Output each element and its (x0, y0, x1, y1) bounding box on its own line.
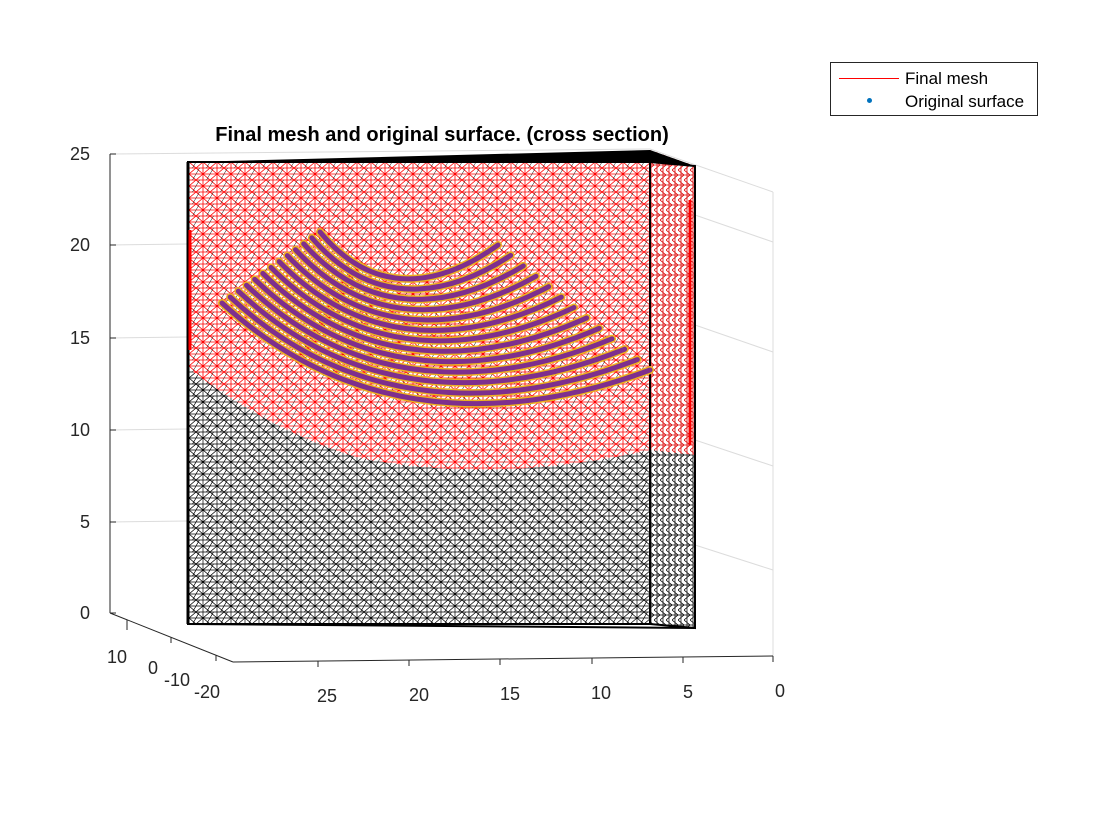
surface-strip (260, 270, 590, 354)
z-tick-label: 5 (80, 512, 90, 532)
surface-strip (244, 282, 615, 375)
z-tick-label: 20 (70, 235, 90, 255)
x-axis-ticks (317, 656, 774, 667)
surface-strip (227, 294, 640, 396)
legend-label: Final mesh (905, 69, 989, 88)
chart-title: Final mesh and original surface. (cross … (215, 124, 668, 146)
x-tick-label: 5 (683, 682, 693, 702)
legend-item-original-surface: Original surface (831, 90, 1037, 112)
legend-marker-swatch (867, 98, 872, 103)
legend-line-swatch (839, 78, 899, 79)
x-tick-label: 20 (409, 685, 429, 705)
mesh-side-face-red (650, 150, 695, 455)
surface-strip (252, 276, 602, 365)
z-tick-label: 0 (80, 603, 90, 623)
y-tick-label: 10 (107, 647, 127, 667)
z-axis-ticks (110, 153, 116, 614)
y-tick-label: -10 (164, 670, 190, 690)
original-surface (218, 228, 654, 408)
surface-strip (235, 288, 628, 386)
y-tick-label: 0 (148, 658, 158, 678)
y-axis-ticks (126, 620, 217, 661)
x-tick-label: 10 (591, 683, 611, 703)
legend-label: Original surface (905, 92, 1025, 111)
x-tick-label: 0 (775, 681, 785, 701)
surface-strip (309, 235, 514, 292)
surface-strip (284, 253, 552, 323)
x-tick-label: 25 (317, 686, 337, 706)
surface-strip (293, 247, 539, 313)
surface-strip (268, 265, 577, 344)
y-tick-label: -20 (194, 682, 220, 702)
x-tick-label: 15 (500, 684, 520, 704)
z-tick-label: 25 (70, 144, 90, 164)
axes-grid (109, 148, 774, 656)
z-tick-label: 10 (70, 420, 90, 440)
legend-item-final-mesh: Final mesh (831, 67, 1037, 89)
surface-strip (301, 241, 526, 302)
mesh-front-face-upper-red (188, 162, 650, 470)
surface-strip (317, 229, 501, 282)
surface-strip (276, 259, 564, 333)
surface-strip (219, 300, 653, 407)
legend: Final mesh Original surface (830, 62, 1038, 116)
z-tick-label: 15 (70, 328, 90, 348)
